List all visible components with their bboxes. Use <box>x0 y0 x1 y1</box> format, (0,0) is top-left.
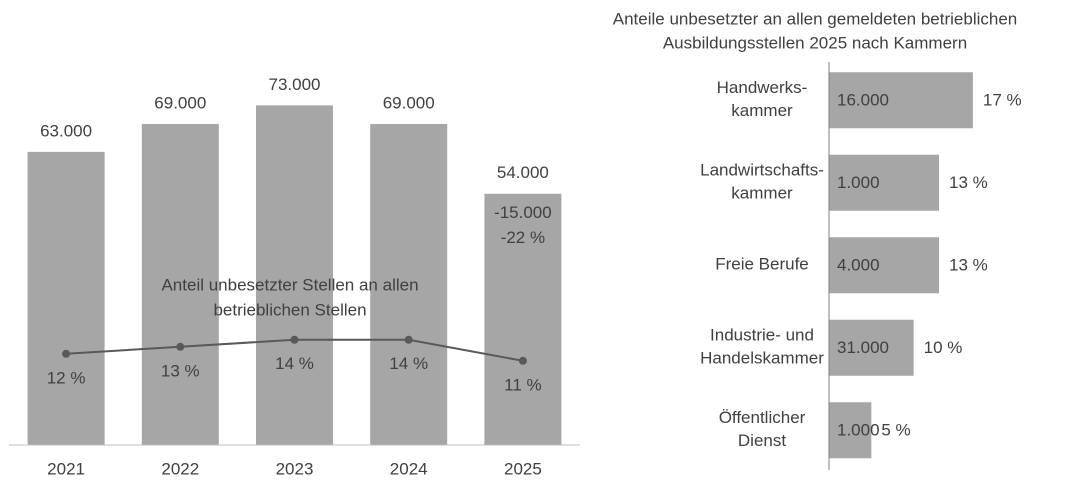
x-tick-label: 2025 <box>504 459 542 478</box>
bar <box>141 123 219 446</box>
value-label: 13 % <box>949 256 988 275</box>
line-label: 14 % <box>389 354 428 373</box>
bar <box>829 72 973 129</box>
value-label: 73.000 <box>269 75 321 94</box>
x-tick-label: 2022 <box>161 459 199 478</box>
line-point <box>176 342 185 351</box>
bar <box>256 105 333 445</box>
count-label: 31.000 <box>837 338 889 357</box>
line-series-label: betrieblichen Stellen <box>213 300 366 319</box>
chart-title: Ausbildungsstellen 2025 nach Kammern <box>663 33 967 52</box>
value-label: 10 % <box>924 338 963 357</box>
y-tick-label: kammer <box>731 184 793 203</box>
value-label: 63.000 <box>40 121 92 140</box>
bar <box>484 193 562 445</box>
y-tick-label: Landwirtschafts- <box>700 161 824 180</box>
line-label: 13 % <box>161 361 200 380</box>
line-point <box>404 335 413 344</box>
annotation: -22 % <box>501 228 545 247</box>
count-label: 1.000 <box>837 421 880 440</box>
x-tick-label: 2021 <box>47 459 85 478</box>
y-tick-label: Dienst <box>738 431 786 450</box>
line-point <box>518 356 527 365</box>
bar <box>370 123 448 446</box>
line-label: 14 % <box>275 354 314 373</box>
line-point <box>290 335 299 344</box>
count-label: 4.000 <box>837 256 880 275</box>
x-tick-label: 2024 <box>390 459 428 478</box>
count-label: 16.000 <box>837 91 889 110</box>
bar <box>829 237 940 294</box>
count-label: 1.000 <box>837 173 880 192</box>
y-tick-label: Freie Berufe <box>715 255 809 274</box>
line-series-label: Anteil unbesetzter Stellen an allen <box>161 275 418 294</box>
y-tick-label: Handwerks- <box>717 78 808 97</box>
line-point <box>62 349 71 358</box>
annotation: -15.000 <box>494 203 552 222</box>
value-label: 69.000 <box>383 93 435 112</box>
value-label: 13 % <box>949 173 988 192</box>
line-label: 11 % <box>504 375 542 394</box>
y-tick-label: Öffentlicher <box>719 408 806 427</box>
bar <box>829 154 940 211</box>
chart-title: Anteile unbesetzter an allen gemeldeten … <box>613 9 1018 28</box>
bar <box>829 319 914 376</box>
value-label: 54.000 <box>497 163 549 182</box>
bar <box>829 402 872 459</box>
bar <box>27 151 105 445</box>
line-label: 12 % <box>47 368 86 387</box>
value-label: 17 % <box>983 91 1022 110</box>
value-label: 69.000 <box>154 93 206 112</box>
y-tick-label: Handelskammer <box>700 349 824 368</box>
y-tick-label: kammer <box>731 101 793 120</box>
x-tick-label: 2023 <box>276 459 314 478</box>
y-tick-label: Industrie- und <box>710 326 814 345</box>
value-label: 5 % <box>881 421 910 440</box>
